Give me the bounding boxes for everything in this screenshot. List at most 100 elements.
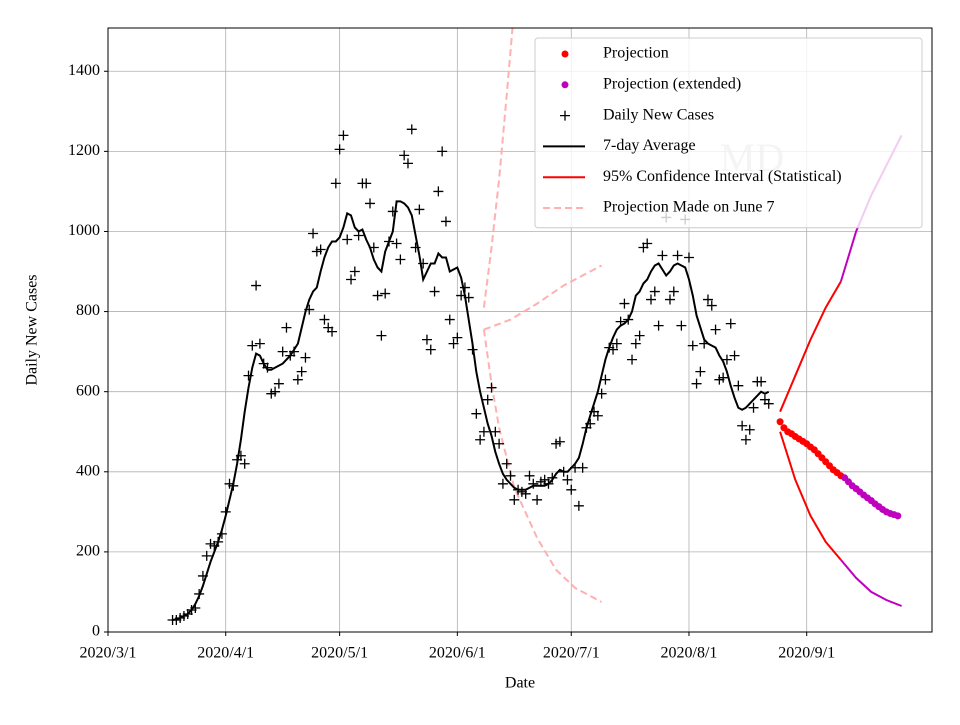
average-line: [172, 200, 770, 621]
case-marker: [201, 550, 212, 561]
legend-marker: [561, 50, 569, 58]
case-marker: [304, 304, 315, 315]
case-marker: [213, 536, 224, 547]
case-marker: [740, 434, 751, 445]
case-marker: [433, 186, 444, 197]
interval-line: [840, 559, 902, 607]
legend-label: 7-day Average: [603, 137, 696, 154]
earlier-projection-line: [482, 329, 603, 603]
legend: Projection Projection (extended) Daily New…: [534, 37, 923, 229]
x-axis-label: Date: [505, 675, 535, 692]
case-marker: [566, 484, 577, 495]
case-marker: [646, 294, 657, 305]
y-axis-label: Daily New Cases: [24, 274, 41, 385]
case-marker: [543, 478, 554, 489]
case-marker: [562, 474, 573, 485]
case-marker: [737, 420, 748, 431]
case-marker: [456, 290, 467, 301]
x-tick-label: 2020/9/1: [778, 645, 835, 662]
case-marker: [399, 150, 410, 161]
case-marker: [414, 204, 425, 215]
legend-box: [534, 37, 923, 229]
case-marker: [368, 242, 379, 253]
case-marker: [437, 146, 448, 157]
projection-dot: [894, 512, 902, 520]
y-tick-label: 1200: [68, 142, 100, 159]
case-marker: [532, 494, 543, 505]
case-marker: [524, 470, 535, 481]
y-tick-label: 600: [76, 382, 100, 399]
case-marker: [634, 330, 645, 341]
case-marker: [425, 344, 436, 355]
case-marker: [330, 178, 341, 189]
case-marker: [391, 238, 402, 249]
case-marker: [262, 362, 273, 373]
legend-label: Projection: [603, 45, 669, 62]
case-marker: [710, 324, 721, 335]
case-marker: [353, 230, 364, 241]
case-marker: [448, 338, 459, 349]
y-tick-label: 400: [76, 462, 100, 479]
case-marker: [243, 370, 254, 381]
case-marker: [558, 466, 569, 477]
case-marker: [410, 242, 421, 253]
y-tick-label: 1000: [68, 222, 100, 239]
case-marker: [452, 332, 463, 343]
case-marker: [289, 346, 300, 357]
x-tick-label: 2020/6/1: [429, 645, 486, 662]
earlier-projection-line: [483, 264, 603, 331]
case-marker: [721, 354, 732, 365]
case-marker: [300, 352, 311, 363]
case-marker: [668, 286, 679, 297]
case-marker: [402, 158, 413, 169]
case-marker: [349, 266, 360, 277]
x-tick-label: 2020/4/1: [197, 645, 254, 662]
case-marker: [228, 480, 239, 491]
case-marker: [554, 436, 565, 447]
case-marker: [490, 426, 501, 437]
case-marker: [342, 234, 353, 245]
case-marker: [463, 292, 474, 303]
case-marker: [334, 144, 345, 155]
case-marker: [702, 294, 713, 305]
case-marker: [270, 386, 281, 397]
case-marker: [592, 410, 603, 421]
x-tick-label: 2020/5/1: [311, 645, 368, 662]
case-marker: [748, 402, 759, 413]
case-marker: [459, 282, 470, 293]
case-marker: [376, 330, 387, 341]
case-marker: [395, 254, 406, 265]
case-marker: [691, 378, 702, 389]
case-marker: [505, 470, 516, 481]
case-marker: [365, 198, 376, 209]
case-marker: [706, 300, 717, 311]
legend-marker: [561, 81, 569, 89]
case-marker: [194, 588, 205, 599]
case-marker: [664, 294, 675, 305]
case-marker: [596, 388, 607, 399]
case-marker: [277, 346, 288, 357]
case-marker: [220, 506, 231, 517]
case-marker: [509, 494, 520, 505]
y-tick-label: 0: [92, 623, 100, 640]
case-marker: [361, 178, 372, 189]
case-marker: [653, 320, 664, 331]
case-marker: [657, 250, 668, 261]
case-marker: [497, 478, 508, 489]
y-tick-label: 200: [76, 543, 100, 560]
case-marker: [216, 528, 227, 539]
case-marker: [623, 314, 634, 325]
case-marker: [630, 338, 641, 349]
case-marker: [649, 286, 660, 297]
case-marker: [501, 458, 512, 469]
y-tick-label: 800: [76, 302, 100, 319]
case-marker: [319, 314, 330, 325]
case-marker: [296, 366, 307, 377]
case-marker: [281, 322, 292, 333]
case-marker: [418, 258, 429, 269]
case-marker: [573, 500, 584, 511]
case-marker: [611, 338, 622, 349]
case-marker: [763, 398, 774, 409]
case-marker: [387, 206, 398, 217]
